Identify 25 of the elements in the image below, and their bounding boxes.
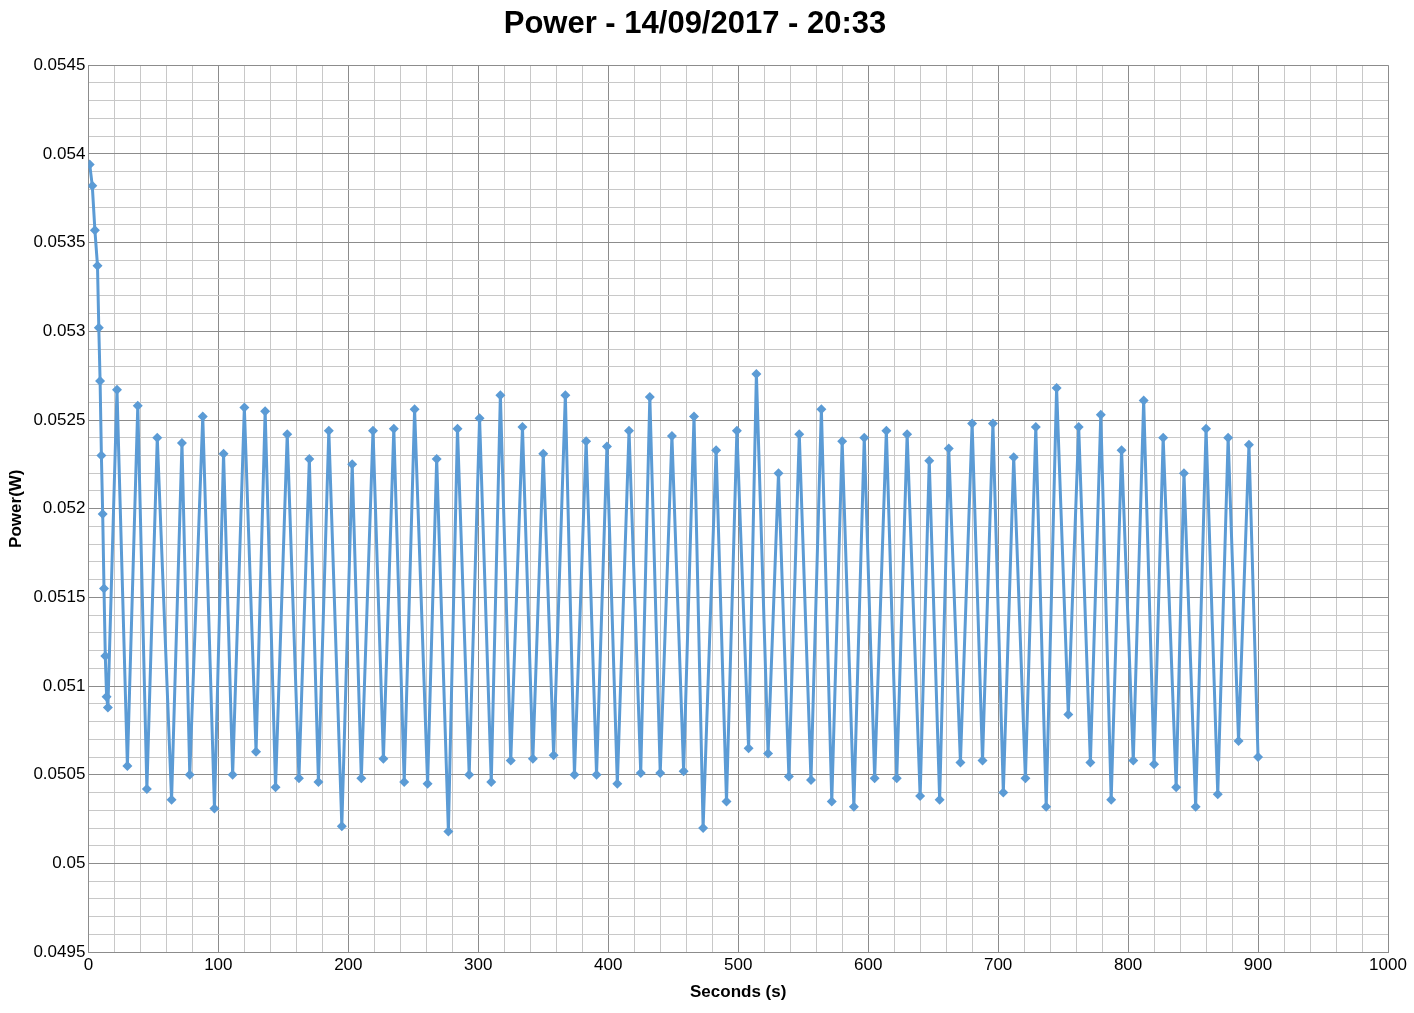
y-tick-label: 0.0525	[33, 409, 86, 429]
y-tick-label: 0.054	[42, 143, 86, 163]
x-tick-label: 600	[853, 955, 883, 975]
x-tick-label: 900	[1243, 955, 1273, 975]
x-tick-label: 500	[724, 955, 753, 975]
y-axis-title: Power(W)	[5, 469, 25, 548]
y-tick-label: 0.051	[42, 675, 86, 695]
x-tick-label: 400	[594, 955, 623, 975]
x-tick-label: 700	[983, 955, 1013, 975]
chart-title: Power - 14/09/2017 - 20:33	[503, 5, 887, 41]
x-tick-label: 200	[334, 955, 363, 975]
y-tick-label: 0.0495	[33, 941, 86, 961]
x-tick-label: 800	[1113, 955, 1143, 975]
x-tick-label: 0	[83, 955, 94, 975]
x-tick-label: 100	[204, 955, 233, 975]
y-tick-label: 0.053	[42, 320, 86, 340]
x-tick-label: 1000	[1369, 955, 1407, 975]
x-tick-label: 300	[464, 955, 493, 975]
x-axis-title: Seconds (s)	[690, 982, 787, 1002]
y-tick-label: 0.0505	[33, 764, 86, 784]
y-tick-label: 0.0545	[33, 54, 86, 74]
y-tick-label: 0.05	[52, 853, 86, 873]
y-tick-label: 0.0515	[33, 587, 86, 607]
y-tick-label: 0.052	[42, 498, 86, 518]
y-tick-label: 0.0535	[33, 232, 86, 252]
